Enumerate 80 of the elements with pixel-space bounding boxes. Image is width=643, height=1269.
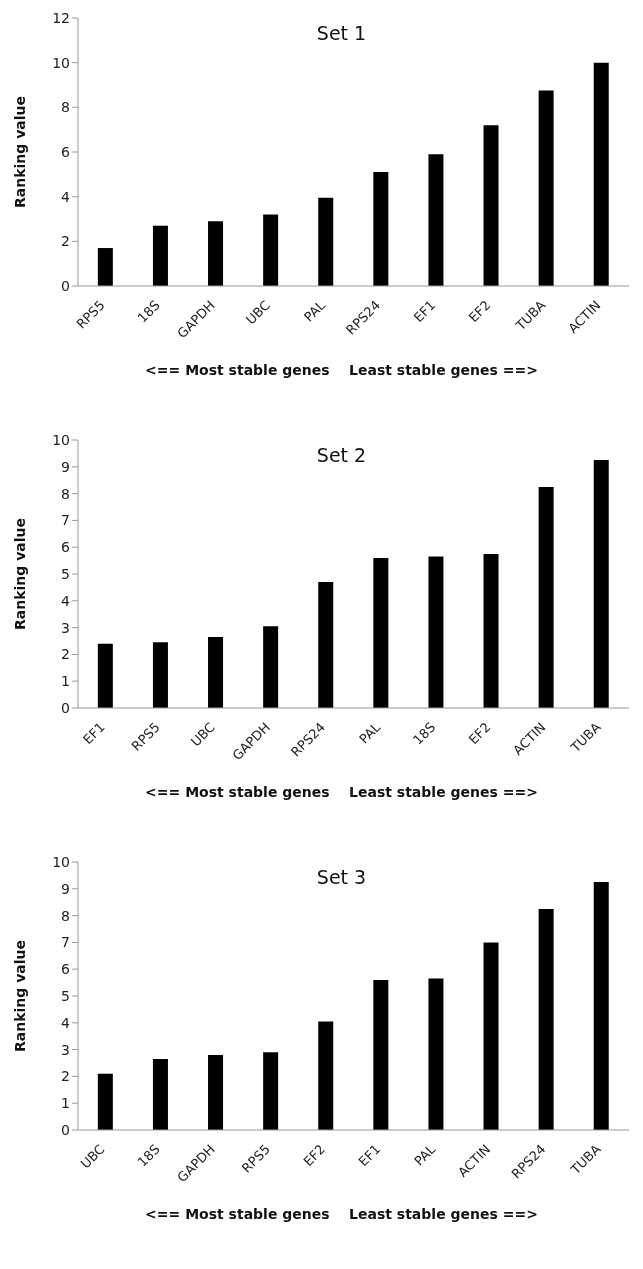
y-tick-label: 6 <box>61 539 71 556</box>
bar <box>593 460 609 708</box>
y-tick-label: 4 <box>61 592 71 609</box>
bar <box>318 1021 334 1130</box>
x-tick-label: EF2 <box>465 719 494 748</box>
y-tick-label: 8 <box>61 99 70 116</box>
bar <box>428 556 444 708</box>
x-tick-label: EF1 <box>355 1141 384 1170</box>
y-tick-label: 0 <box>61 1121 70 1138</box>
y-tick-label: 2 <box>61 646 70 663</box>
y-tick-label: 8 <box>61 485 70 502</box>
bar <box>97 1073 113 1130</box>
bar <box>263 1052 279 1130</box>
y-axis-title: Ranking value <box>11 518 28 630</box>
bar <box>208 636 224 708</box>
bar <box>483 553 499 708</box>
y-tick-label: 1 <box>61 1095 70 1112</box>
bar <box>593 62 609 286</box>
y-tick-label: 1 <box>61 673 70 690</box>
y-axis-title: Ranking value <box>11 96 28 208</box>
bar <box>152 1058 168 1130</box>
y-tick-label: 0 <box>61 277 70 294</box>
bar <box>97 248 113 286</box>
y-tick-label: 7 <box>61 512 70 529</box>
bar <box>373 979 389 1130</box>
bar <box>593 882 609 1130</box>
x-tick-label: PAL <box>411 1140 439 1169</box>
chart-title: Set 3 <box>316 866 367 888</box>
y-tick-label: 8 <box>61 907 70 924</box>
y-tick-label: 4 <box>61 1014 71 1031</box>
x-axis-title: <== Most stable genes Least stable genes ==> <box>144 362 539 378</box>
bar <box>483 125 499 286</box>
x-tick-label: 18S <box>410 719 439 748</box>
x-tick-label: EF2 <box>300 1141 329 1170</box>
y-tick-label: 2 <box>61 1068 70 1085</box>
bar <box>263 626 279 708</box>
y-tick-label: 10 <box>52 431 70 448</box>
bar <box>263 214 279 286</box>
y-tick-label: 10 <box>52 853 70 870</box>
bar <box>97 643 113 708</box>
x-tick-label: PAL <box>301 296 329 325</box>
y-tick-label: 7 <box>61 934 70 951</box>
y-tick-label: 0 <box>61 699 70 716</box>
y-tick-label: 12 <box>52 9 70 26</box>
chart-title: Set 1 <box>316 22 367 44</box>
y-tick-label: 10 <box>52 54 70 71</box>
x-tick-label: EF1 <box>410 297 439 326</box>
x-tick-label: EF2 <box>465 297 494 326</box>
x-axis-title: <== Most stable genes Least stable genes ==> <box>144 784 539 800</box>
y-tick-label: 5 <box>61 565 70 582</box>
y-tick-label: 5 <box>61 987 70 1004</box>
y-tick-label: 9 <box>61 458 70 475</box>
bar <box>373 557 389 708</box>
x-axis-title: <== Most stable genes Least stable genes ==> <box>144 1206 539 1222</box>
y-tick-label: 6 <box>61 143 71 160</box>
chart-title: Set 2 <box>316 444 367 466</box>
x-tick-label: 18S <box>134 297 163 326</box>
bar <box>208 221 224 286</box>
x-tick-label: PAL <box>356 718 384 747</box>
y-tick-label: 6 <box>61 961 71 978</box>
y-tick-label: 9 <box>61 880 70 897</box>
bar <box>428 154 444 286</box>
x-tick-label: 18S <box>134 1141 163 1170</box>
y-tick-label: 3 <box>61 619 70 636</box>
y-tick-label: 2 <box>61 233 70 250</box>
y-tick-label: 4 <box>61 188 71 205</box>
bar <box>373 172 389 286</box>
bar <box>318 582 334 708</box>
bar <box>538 90 554 286</box>
bar <box>428 978 444 1130</box>
bar <box>152 642 168 708</box>
x-tick-label: EF1 <box>80 719 108 748</box>
bar <box>538 486 554 708</box>
bar <box>483 942 499 1130</box>
bar <box>318 197 334 286</box>
bar <box>208 1054 224 1130</box>
bar <box>538 908 554 1130</box>
bar <box>152 225 168 286</box>
y-tick-label: 3 <box>61 1041 70 1058</box>
y-axis-title: Ranking value <box>11 940 28 1052</box>
